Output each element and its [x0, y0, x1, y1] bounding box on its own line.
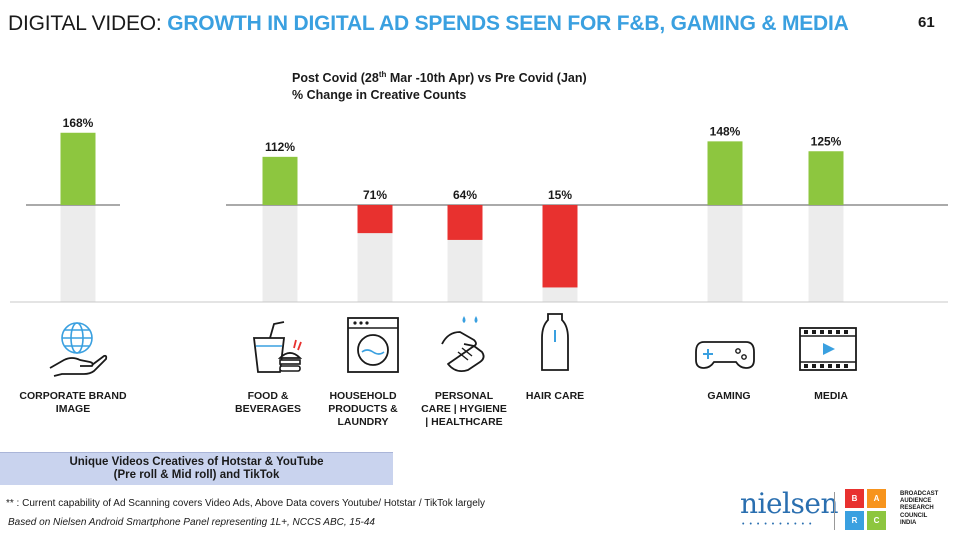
- nielsen-logo: nielsen: [740, 487, 839, 520]
- globe-hand-icon: [49, 322, 108, 377]
- drink-burger-fries-icon: [252, 321, 303, 373]
- footnote: ** : Current capability of Ad Scanning c…: [6, 498, 485, 509]
- info-banner: Unique Videos Creatives of Hotstar & You…: [0, 452, 393, 485]
- data-label-4: 15%: [548, 188, 572, 202]
- data-label-1: 112%: [265, 140, 295, 154]
- nielsen-logo-dots: ••••••••••: [742, 521, 817, 528]
- category-label-media: MEDIA: [814, 390, 848, 402]
- logo-divider: [834, 492, 835, 530]
- barc-cell-a: A: [867, 489, 886, 508]
- hand-wash-icon: [441, 316, 485, 373]
- banner-line-1: Unique Videos Creatives of Hotstar & You…: [69, 456, 324, 468]
- subtitle-line-1: Post Covid (28th Mar -10th Apr) vs Pre C…: [292, 70, 587, 86]
- bar-3: [447, 205, 483, 240]
- data-label-3: 64%: [453, 188, 477, 202]
- category-label-food: FOOD & BEVERAGES: [235, 390, 301, 415]
- bar-2: [357, 205, 393, 234]
- barc-logo-text: BROADCAST AUDIENCE RESEARCH COUNCIL INDIA: [900, 491, 939, 526]
- data-label-2: 71%: [363, 188, 387, 202]
- title-highlight: GROWTH IN DIGITAL AD SPENDS SEEN FOR F&B…: [167, 12, 849, 35]
- barc-cell-r: R: [845, 511, 864, 530]
- category-label-personal-care: PERSONAL CARE | HYGIENE | HEALTHCARE: [421, 390, 507, 428]
- bar-5: [707, 141, 743, 205]
- page-title: DIGITAL VIDEO: GROWTH IN DIGITAL AD SPEN…: [8, 12, 849, 36]
- bar-base: [808, 205, 844, 302]
- banner-line-2: (Pre roll & Mid roll) and TikTok: [113, 469, 280, 481]
- source-note: Based on Nielsen Android Smartphone Pane…: [8, 517, 375, 528]
- subtitle-line-2: % Change in Creative Counts: [292, 88, 467, 103]
- barc-cell-c: C: [867, 511, 886, 530]
- category-label-corporate: CORPORATE BRAND IMAGE: [19, 390, 127, 415]
- bottle-icon: [541, 313, 569, 371]
- category-label-household: HOUSEHOLD PRODUCTS & LAUNDRY: [328, 390, 398, 428]
- data-label-0: 168%: [63, 116, 94, 130]
- film-strip-icon: [799, 327, 857, 371]
- barc-logo: B A R C: [845, 489, 887, 531]
- bar-4: [542, 205, 578, 288]
- chart-subtitle: Post Covid (28th Mar -10th Apr) vs Pre C…: [292, 66, 587, 104]
- bar-1: [262, 156, 298, 205]
- category-label-gaming: GAMING: [707, 390, 751, 402]
- title-prefix: DIGITAL VIDEO:: [8, 12, 162, 35]
- bar-6: [808, 151, 844, 205]
- bar-base: [60, 205, 96, 302]
- page-number: 61: [918, 14, 935, 31]
- data-label-6: 125%: [811, 134, 842, 148]
- washing-machine-icon: [347, 317, 399, 373]
- bar-base: [262, 205, 298, 302]
- bar-base: [707, 205, 743, 302]
- gamepad-icon: [695, 341, 755, 369]
- bar-chart: 168% 112% 71% 64% 15% 148% 125%: [10, 116, 948, 303]
- bar-0: [60, 132, 96, 205]
- data-label-5: 148%: [710, 124, 741, 138]
- barc-cell-b: B: [845, 489, 864, 508]
- category-label-hair-care: HAIR CARE: [525, 390, 585, 402]
